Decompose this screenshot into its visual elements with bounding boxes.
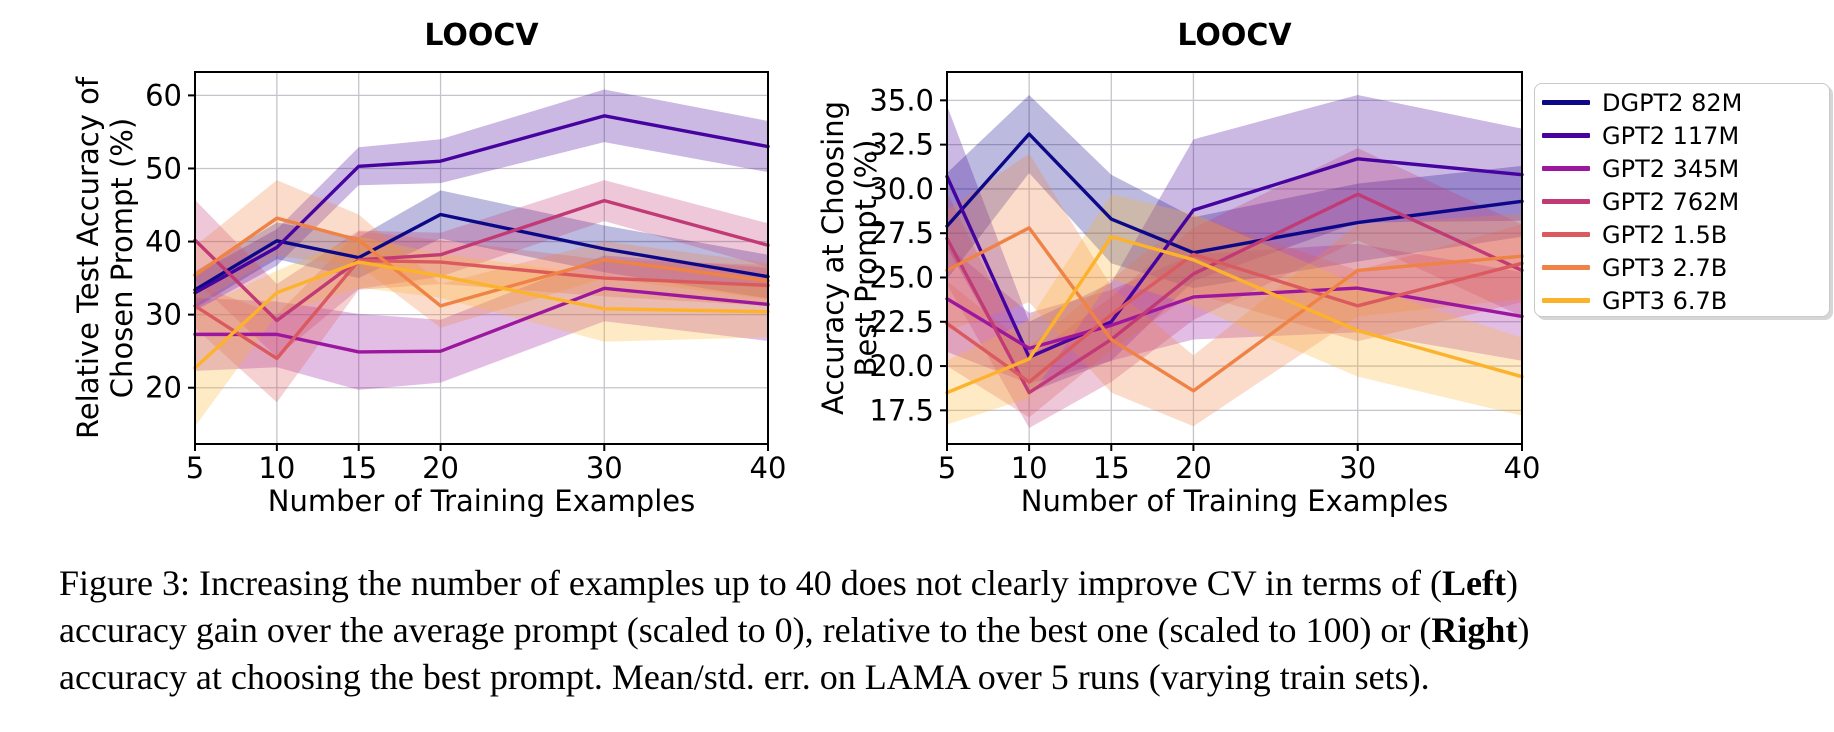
error-band-gpt2-117m bbox=[195, 89, 768, 311]
x-tick-label: 20 bbox=[422, 451, 459, 485]
legend: DGPT2 82M GPT2 117M GPT2 345M GPT2 762M GPT2… bbox=[1534, 83, 1830, 317]
error-band-gpt2-1-5b bbox=[947, 215, 1522, 418]
legend-label: GPT2 117M bbox=[1602, 121, 1740, 150]
plot-border bbox=[946, 71, 1523, 445]
legend-label: GPT2 345M bbox=[1602, 154, 1740, 183]
x-tick-label: 10 bbox=[258, 451, 295, 485]
y-tick-label: 22.5 bbox=[869, 305, 934, 339]
y-tick-label: 60 bbox=[145, 78, 182, 112]
series-line-gpt2-117m bbox=[193, 114, 770, 295]
legend-line-swatch bbox=[1542, 265, 1590, 270]
series-line-gpt2-345m bbox=[945, 286, 1524, 351]
legend-label: GPT3 6.7B bbox=[1602, 286, 1728, 315]
error-band-gpt2-345m bbox=[947, 243, 1522, 384]
error-band-gpt3-2-7b bbox=[947, 153, 1522, 427]
legend-label: GPT3 2.7B bbox=[1602, 253, 1728, 282]
y-tick-label: 30 bbox=[145, 298, 182, 332]
error-band-dgpt2-82m bbox=[947, 95, 1522, 289]
x-tick-label: 5 bbox=[186, 451, 204, 485]
left-chart-ylabel-line2: Chosen Prompt (%) bbox=[105, 117, 139, 399]
y-tick-label: 35.0 bbox=[869, 83, 934, 117]
y-tick-label: 20.0 bbox=[869, 349, 934, 383]
y-tick-label: 30.0 bbox=[869, 172, 934, 206]
legend-entry-gpt2-1-5b: GPT2 1.5B bbox=[1535, 218, 1829, 251]
legend-label: GPT2 762M bbox=[1602, 187, 1740, 216]
series-line-gpt2-117m bbox=[945, 157, 1524, 359]
right-chart: 5 10 15 20 30 40 17.5 20.0 22.5 25.0 27.5 30.0 32.5 3… bbox=[869, 71, 1541, 485]
y-tick-label: 40 bbox=[145, 225, 182, 259]
x-tick-label: 20 bbox=[1175, 451, 1212, 485]
legend-entry-gpt3-2-7b: GPT3 2.7B bbox=[1535, 251, 1829, 284]
x-tick-label: 5 bbox=[938, 451, 956, 485]
x-tick-label: 40 bbox=[750, 451, 787, 485]
legend-entry-dgpt2-82m: DGPT2 82M bbox=[1535, 86, 1829, 119]
error-band-gpt3-6-7b bbox=[947, 194, 1522, 425]
series-line-dgpt2-82m bbox=[193, 212, 770, 292]
caption-line: Figure 3: Increasing the number of examp… bbox=[59, 563, 1518, 603]
caption-line: accuracy at choosing the best prompt. Me… bbox=[59, 657, 1430, 697]
legend-line-swatch bbox=[1542, 199, 1590, 204]
right-chart-ylabel-line2: Best Prompt (%) bbox=[849, 139, 883, 377]
y-tick-label: 50 bbox=[145, 151, 182, 185]
right-chart-ylabel-line1: Accuracy at Choosing bbox=[816, 100, 850, 416]
error-band-gpt3-2-7b bbox=[195, 180, 768, 328]
y-tick-label: 27.5 bbox=[869, 216, 934, 250]
error-band-gpt2-762m bbox=[195, 180, 768, 358]
left-chart-xlabel: Number of Training Examples bbox=[267, 484, 696, 518]
series-line-gpt3-2-7b bbox=[945, 226, 1524, 393]
error-band-gpt2-762m bbox=[947, 148, 1522, 429]
legend-line-swatch bbox=[1542, 100, 1590, 105]
x-tick-label: 10 bbox=[1011, 451, 1048, 485]
legend-line-swatch bbox=[1542, 232, 1590, 237]
x-tick-label: 30 bbox=[1339, 451, 1376, 485]
x-tick-label: 15 bbox=[1093, 451, 1130, 485]
series-line-gpt2-762m bbox=[945, 192, 1524, 395]
figure-caption: Figure 3: Increasing the number of examp… bbox=[59, 560, 1819, 701]
x-tick-label: 30 bbox=[586, 451, 623, 485]
series-line-gpt3-6-7b bbox=[945, 235, 1524, 395]
legend-label: GPT2 1.5B bbox=[1602, 220, 1728, 249]
left-chart-ylabel-line1: Relative Test Accuracy of bbox=[71, 76, 105, 440]
plot-border bbox=[194, 71, 769, 445]
series-line-gpt2-1-5b bbox=[193, 258, 770, 361]
caption-line: accuracy gain over the average prompt (s… bbox=[59, 610, 1530, 650]
x-tick-label: 40 bbox=[1504, 451, 1541, 485]
left-chart: 5 10 15 20 30 40 20 30 40 50 60 bbox=[145, 71, 787, 485]
y-tick-label: 20 bbox=[145, 371, 182, 405]
y-tick-label: 32.5 bbox=[869, 128, 934, 162]
legend-entry-gpt3-6-7b: GPT3 6.7B bbox=[1535, 284, 1829, 317]
series-line-gpt2-345m bbox=[193, 286, 770, 354]
x-tick-label: 15 bbox=[340, 451, 377, 485]
right-chart-title: LOOCV bbox=[1177, 18, 1292, 53]
series-line-gpt2-1-5b bbox=[945, 252, 1524, 384]
legend-line-swatch bbox=[1542, 166, 1590, 171]
y-tick-label: 17.5 bbox=[869, 393, 934, 427]
legend-entry-gpt2-762m: GPT2 762M bbox=[1535, 185, 1829, 218]
legend-line-swatch bbox=[1542, 133, 1590, 138]
series-line-dgpt2-82m bbox=[945, 132, 1524, 255]
legend-entry-gpt2-345m: GPT2 345M bbox=[1535, 152, 1829, 185]
legend-entry-gpt2-117m: GPT2 117M bbox=[1535, 119, 1829, 152]
legend-label: DGPT2 82M bbox=[1602, 88, 1743, 117]
y-tick-label: 25.0 bbox=[869, 260, 934, 294]
series-line-gpt3-6-7b bbox=[193, 260, 770, 370]
right-chart-xlabel: Number of Training Examples bbox=[1020, 484, 1449, 518]
left-chart-title: LOOCV bbox=[424, 18, 539, 53]
legend-line-swatch bbox=[1542, 298, 1590, 303]
series-line-gpt3-2-7b bbox=[193, 216, 770, 308]
